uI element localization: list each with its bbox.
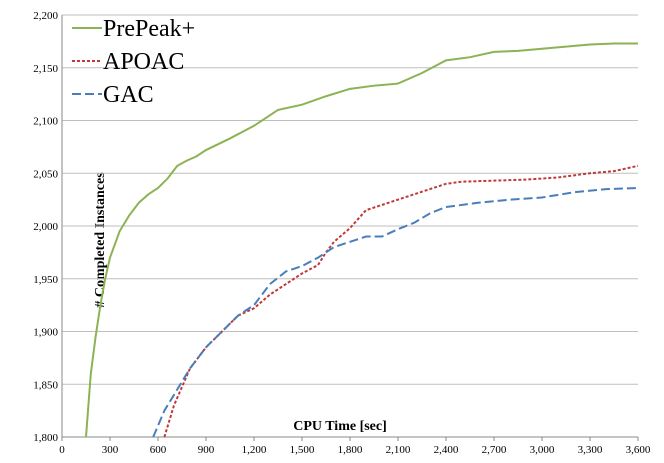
y-tick-label: 2,200 [33, 10, 58, 22]
y-tick-label: 2,100 [33, 116, 58, 128]
x-tick-label: 2,100 [386, 444, 411, 456]
series-line [152, 187, 639, 438]
legend-label: APOAC [103, 49, 184, 75]
y-tick-label: 1,900 [33, 327, 58, 339]
x-tick-label: 0 [59, 444, 65, 456]
x-tick-label: 3,300 [578, 444, 603, 456]
x-tick-label: 900 [198, 444, 215, 456]
x-axis-title: CPU Time [sec] [293, 419, 387, 434]
x-tick-label: 1,500 [290, 444, 315, 456]
x-tick-label: 300 [102, 444, 119, 456]
x-tick-label: 1,200 [242, 444, 267, 456]
series-line [163, 164, 639, 438]
x-tick-label: 600 [150, 444, 167, 456]
y-tick-label: 2,000 [33, 221, 58, 233]
y-tick-label: 1,850 [33, 379, 58, 391]
y-tick-label: 2,150 [33, 63, 58, 75]
y-tick-label: 1,800 [33, 432, 58, 444]
y-axis-title: # Completed Instances [93, 172, 108, 308]
x-tick-label: 3,600 [626, 444, 651, 456]
y-tick-label: 1,950 [33, 274, 58, 286]
x-tick-label: 1,800 [338, 444, 363, 456]
legend-label: GAC [103, 82, 154, 108]
y-tick-label: 2,050 [33, 168, 58, 180]
x-tick-label: 3,000 [530, 444, 555, 456]
x-tick-label: 2,400 [434, 444, 459, 456]
x-tick-label: 2,700 [482, 444, 507, 456]
legend-label: PrePeak+ [103, 16, 195, 42]
series-line [85, 42, 638, 438]
